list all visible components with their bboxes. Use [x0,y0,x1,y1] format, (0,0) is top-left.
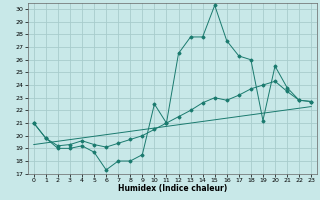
X-axis label: Humidex (Indice chaleur): Humidex (Indice chaleur) [118,184,227,193]
